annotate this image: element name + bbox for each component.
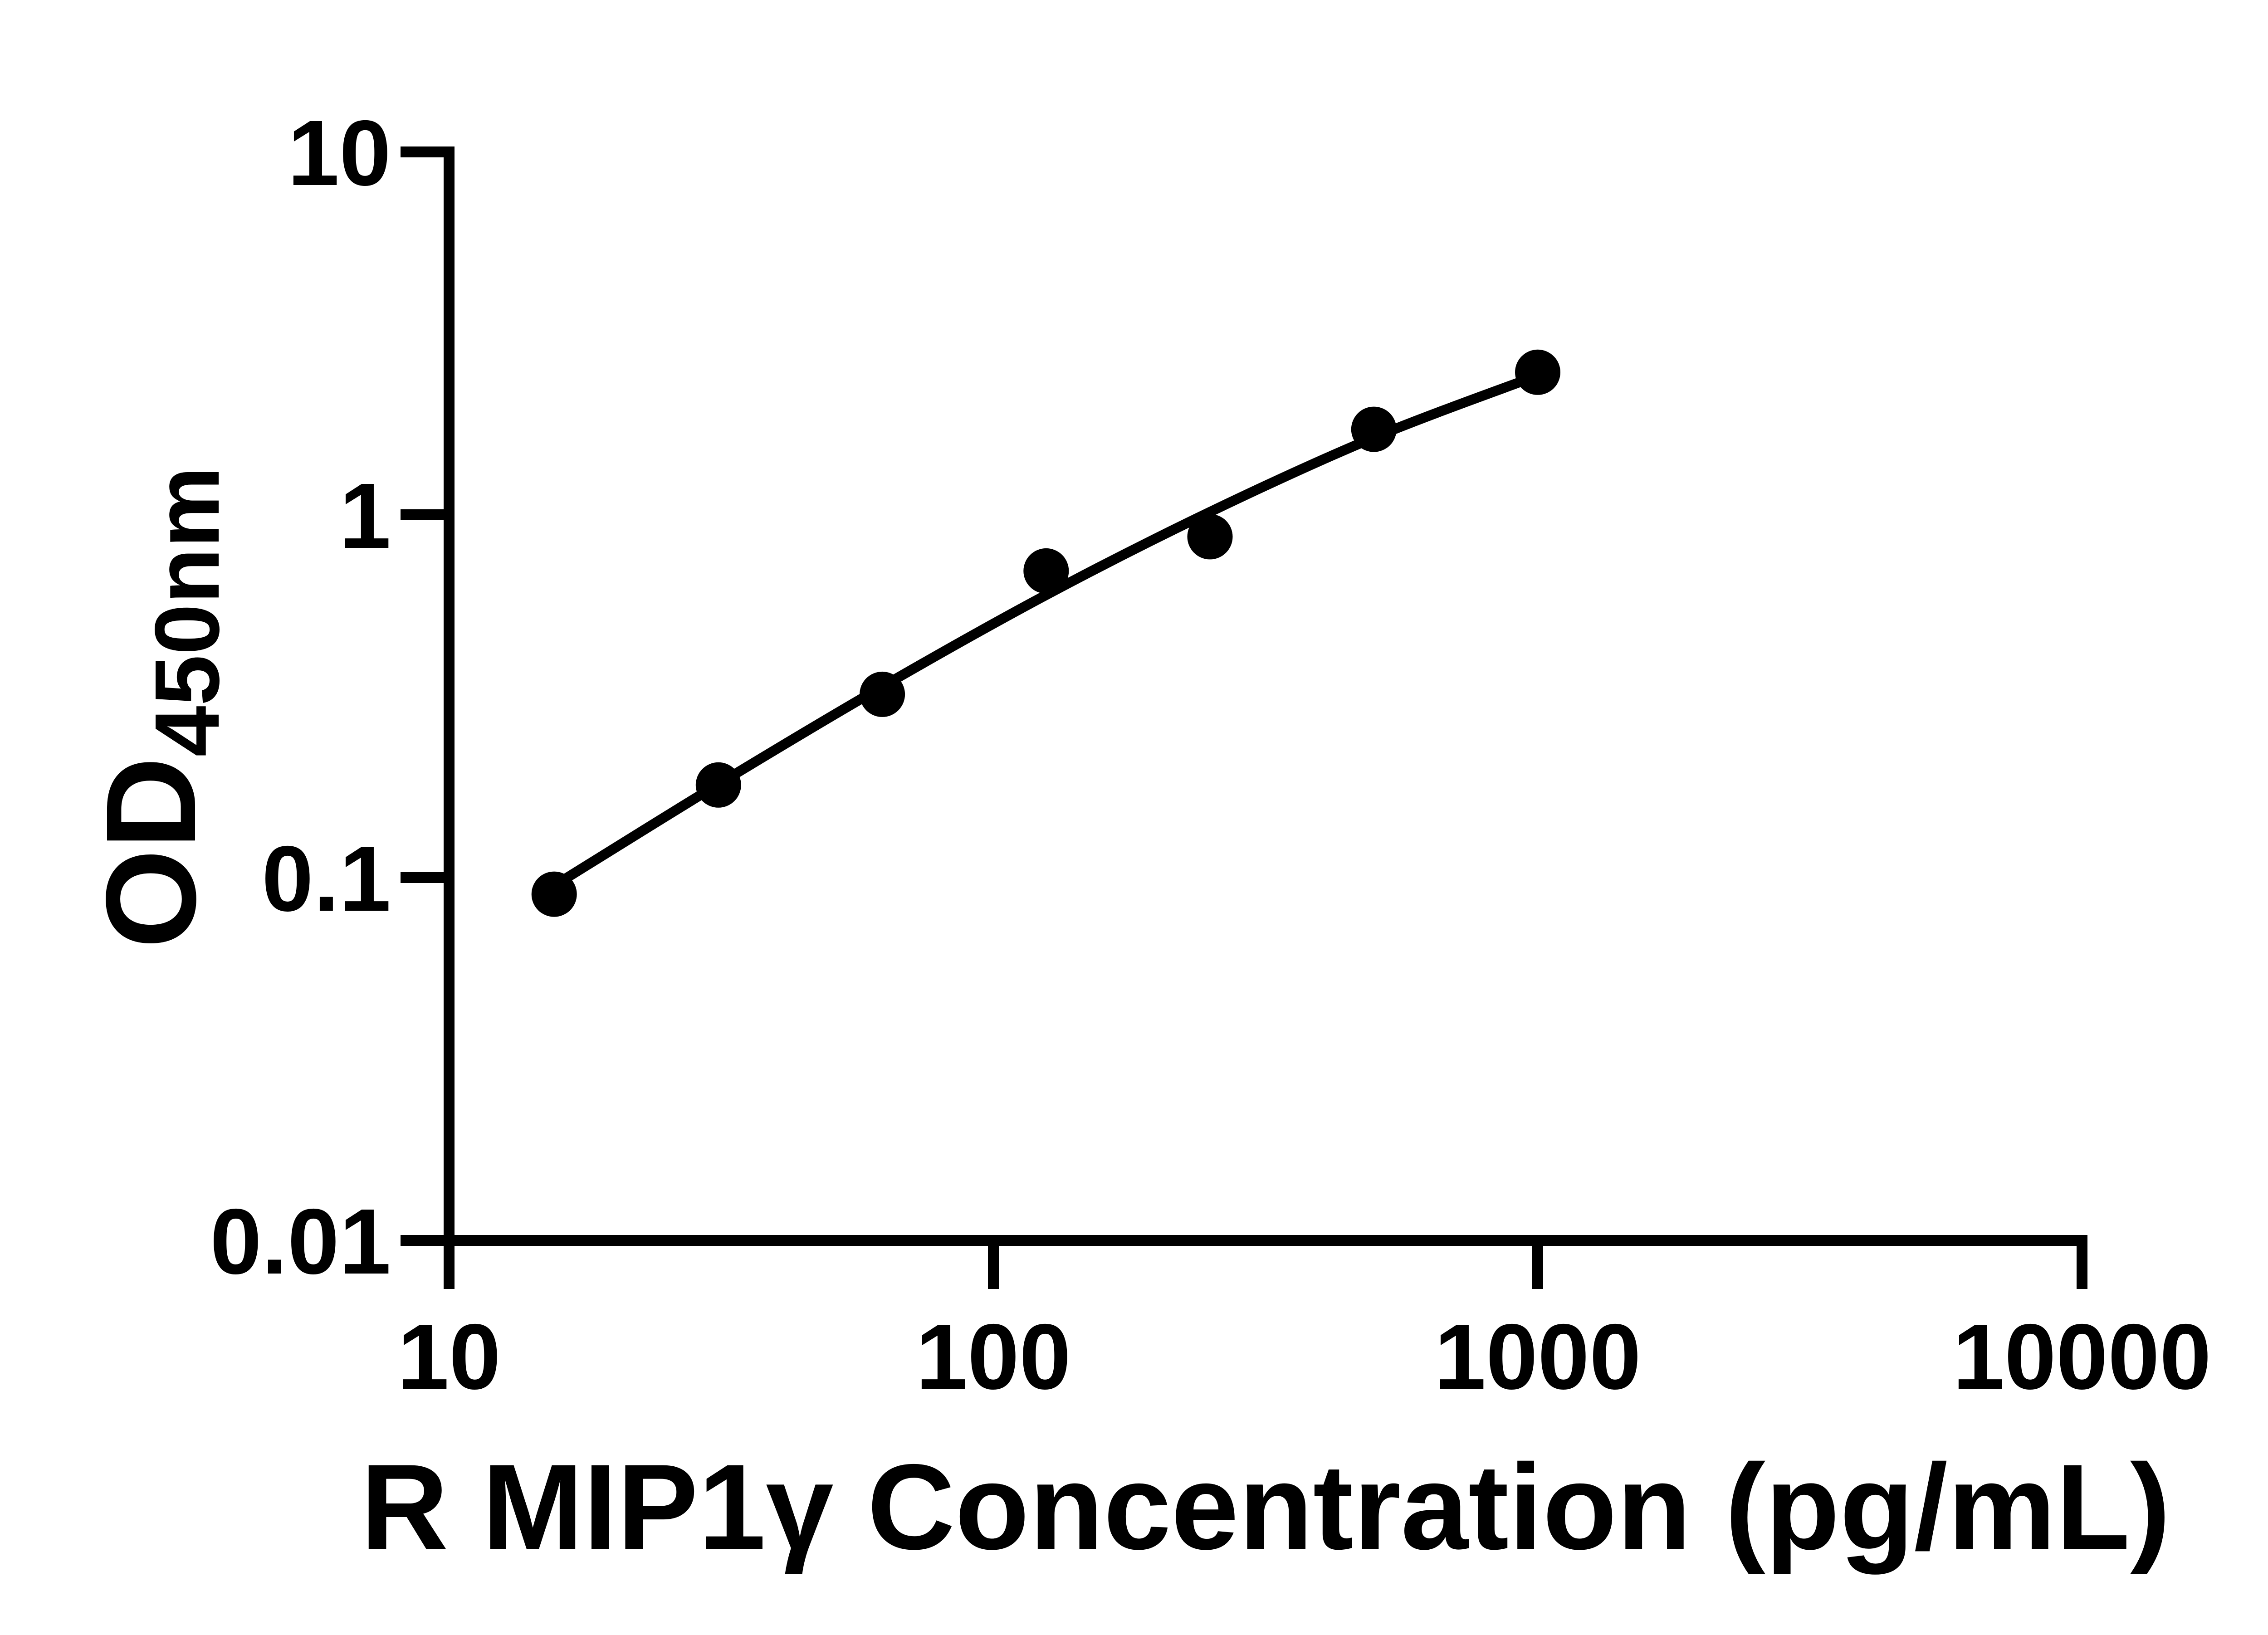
data-point-marker [1351, 406, 1397, 452]
tick-labels: 10 100 1000 10000 10 1 0.1 0.01 [210, 101, 2211, 1409]
x-axis-title: R MIP1γ Concentration (pg/mL) [361, 1439, 2170, 1576]
data-point-marker [695, 762, 741, 808]
data-points [531, 349, 1560, 917]
data-point-marker [1187, 514, 1233, 560]
y-axis-title: OD450nm [79, 466, 238, 948]
x-tick-label: 100 [916, 1305, 1071, 1409]
data-point-marker [1023, 548, 1069, 594]
x-tick-label: 10000 [1953, 1305, 2211, 1409]
y-axis-title-subscript: 450nm [136, 466, 238, 756]
axis-ticks [401, 146, 2087, 1289]
data-point-marker [860, 671, 905, 717]
y-tick-label: 0.1 [262, 827, 391, 931]
axes [444, 146, 2087, 1246]
x-tick-label: 1000 [1434, 1305, 1641, 1409]
y-tick-label: 10 [288, 101, 391, 205]
data-point-marker [1515, 349, 1560, 395]
fit-curve-line [549, 370, 1543, 891]
x-tick-label: 10 [397, 1305, 501, 1409]
y-tick-label: 0.01 [210, 1190, 391, 1293]
y-axis-title-main: OD [79, 757, 222, 949]
data-point-marker [531, 871, 577, 917]
y-tick-label: 1 [339, 464, 391, 568]
